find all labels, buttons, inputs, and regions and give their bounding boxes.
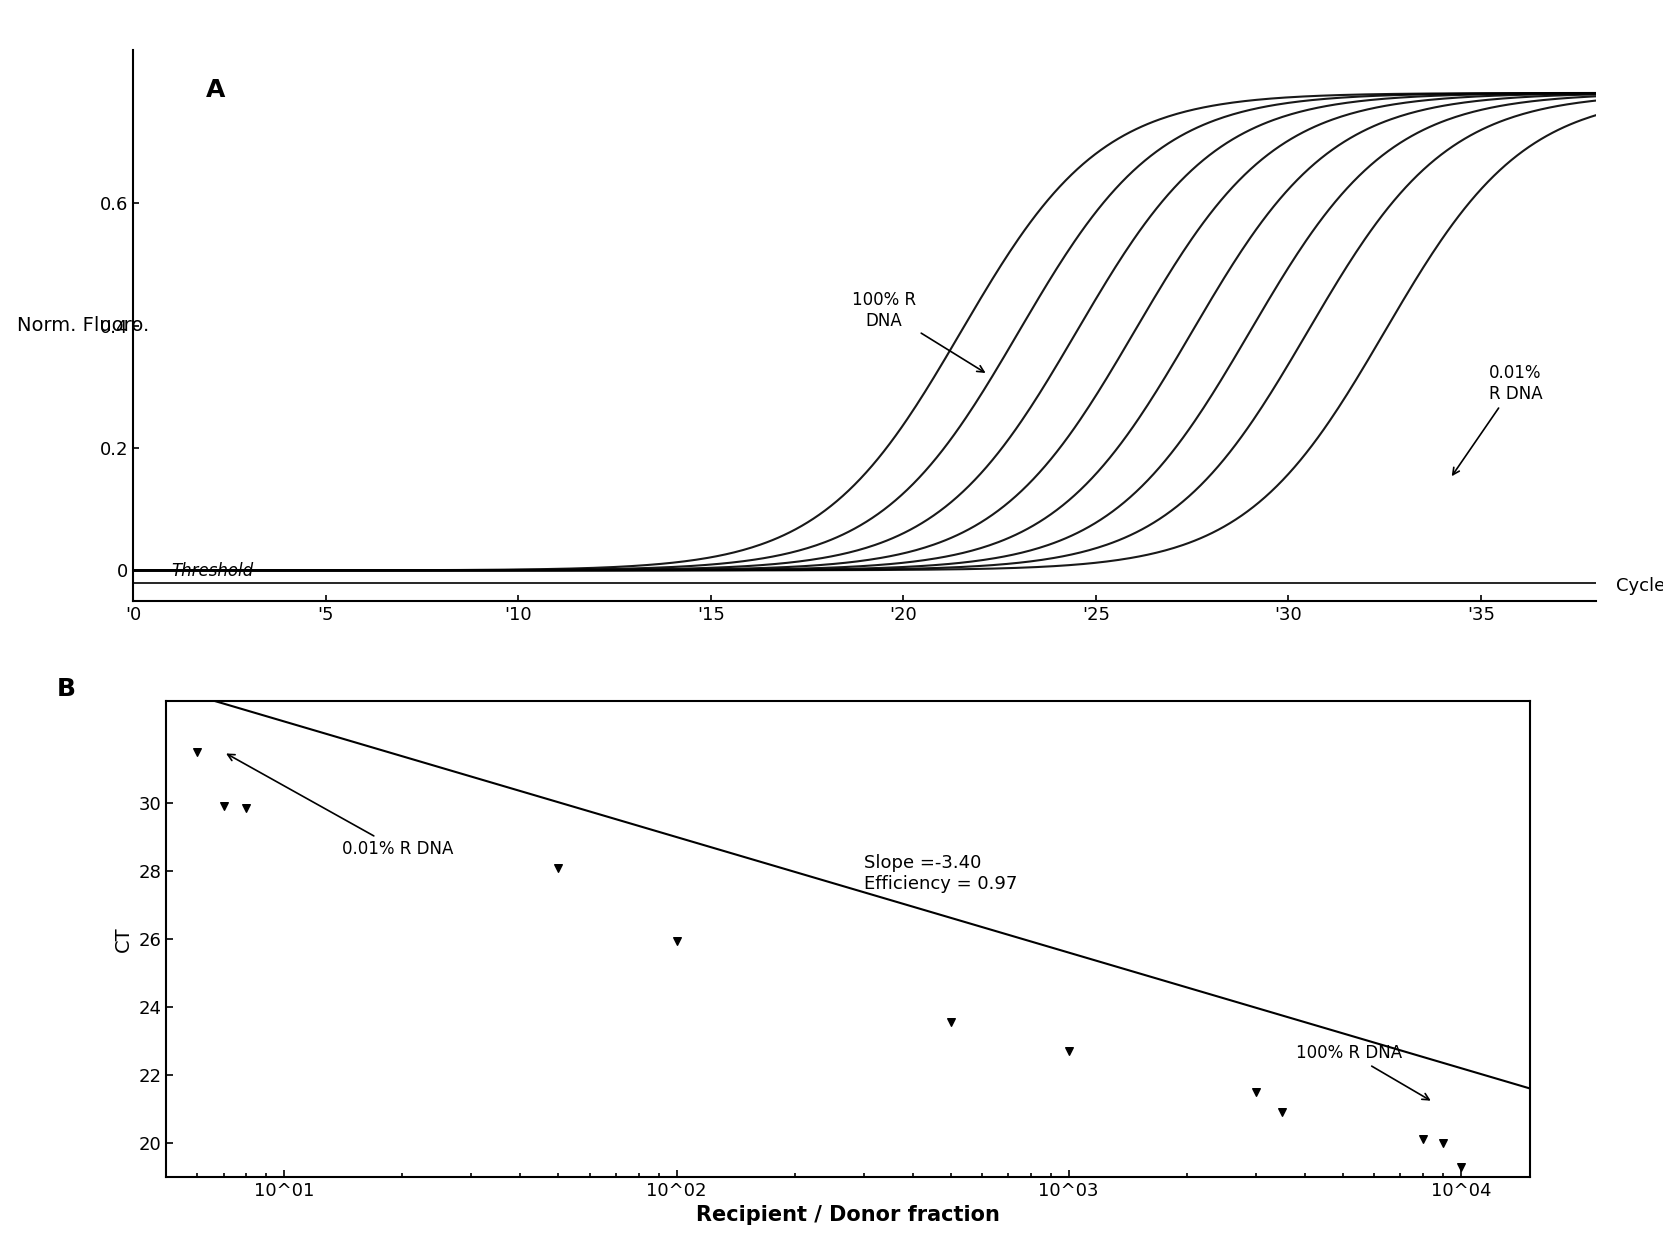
Point — [1056, 1042, 1083, 1062]
Point — [1430, 1133, 1457, 1153]
Point — [1269, 1102, 1295, 1122]
Point — [664, 930, 690, 950]
Text: Norm. Fluoro.: Norm. Fluoro. — [17, 316, 150, 336]
Point — [210, 796, 236, 816]
Point — [185, 742, 211, 762]
Text: Slope =-3.40
Efficiency = 0.97: Slope =-3.40 Efficiency = 0.97 — [863, 854, 1018, 893]
Text: A: A — [206, 78, 226, 101]
Text: 100% R
DNA: 100% R DNA — [851, 290, 984, 372]
Text: 0.01% R DNA: 0.01% R DNA — [228, 755, 452, 858]
Point — [545, 858, 572, 878]
Point — [938, 1012, 965, 1032]
Y-axis label: CT: CT — [113, 926, 133, 952]
Point — [233, 798, 259, 818]
Point — [1410, 1129, 1437, 1149]
Text: B: B — [57, 677, 76, 701]
X-axis label: Recipient / Donor fraction: Recipient / Donor fraction — [697, 1206, 999, 1226]
Text: Cycle: Cycle — [1616, 577, 1663, 595]
Text: 0.01%
R DNA: 0.01% R DNA — [1453, 364, 1542, 475]
Point — [1447, 1157, 1473, 1177]
Text: Threshold: Threshold — [171, 562, 254, 580]
Point — [1242, 1082, 1269, 1102]
Text: 100% R DNA: 100% R DNA — [1295, 1044, 1429, 1099]
